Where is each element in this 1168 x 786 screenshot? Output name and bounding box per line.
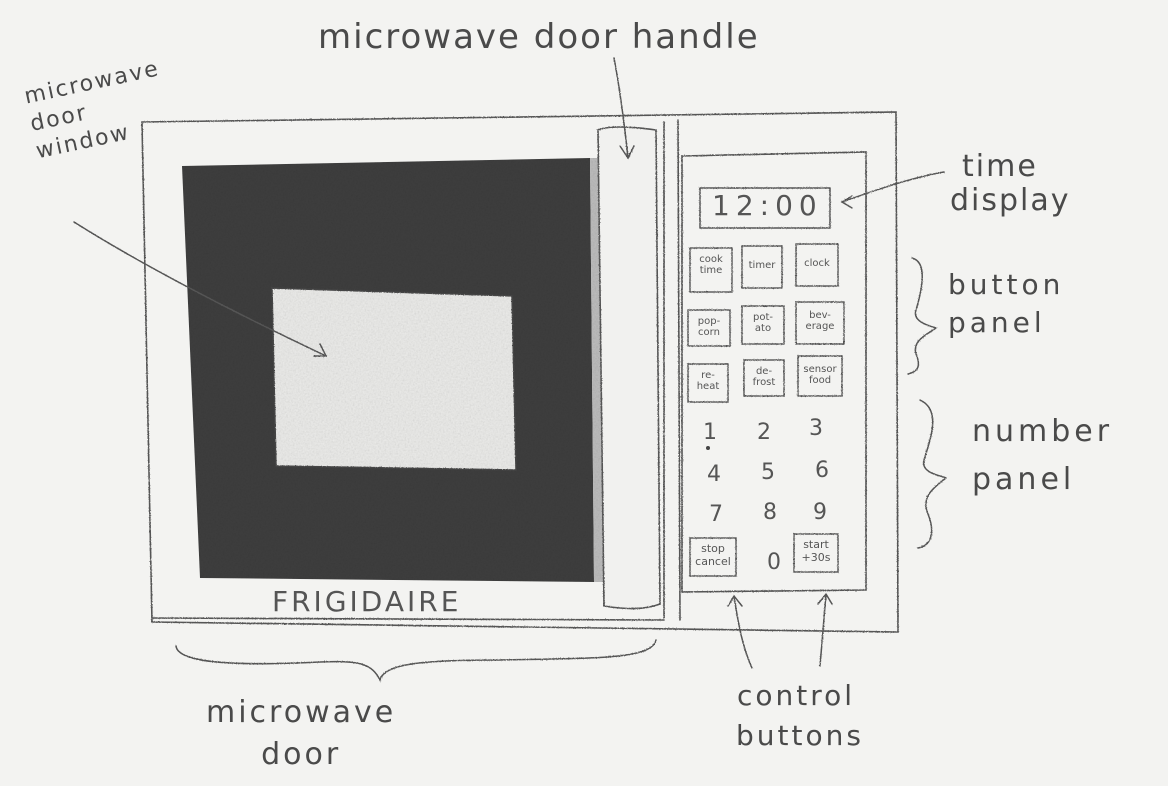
button-panel-label-line2: panel [948,306,1046,339]
handle-arrow [613,57,629,159]
button-panel-brace [907,257,938,375]
door-brace [175,639,657,683]
control-arrow-left [733,595,753,669]
popcorn-button[interactable]: pop- corn [688,316,730,338]
microwave-door-label: microwave door [206,692,396,776]
microwave-door-label-line2: door [261,737,342,772]
time-display-label: time display [950,150,1071,218]
sensor-food-label-1: sensor [803,364,837,375]
defrost-button[interactable]: de- frost [744,366,784,388]
timer-button[interactable]: timer [742,260,782,271]
number-key-0[interactable]: 0 [767,550,781,575]
number-key-2[interactable]: 2 [757,420,771,445]
microwave-body [141,111,899,633]
potato-button[interactable]: pot- ato [742,312,784,334]
microwave-door-label-line1: microwave [206,695,397,730]
popcorn-label-1: pop- [697,316,721,327]
control-buttons-label-line1: control [736,679,855,712]
reheat-button[interactable]: re- heat [688,370,728,392]
number-key-3[interactable]: 3 [809,416,823,441]
timer-label: timer [748,260,776,271]
start-button[interactable]: start +30s [794,538,838,564]
number-panel-label-line2: panel [972,462,1076,497]
popcorn-label-2: corn [698,327,720,338]
time-display-box [699,187,831,229]
clock-button[interactable]: clock [796,258,838,269]
door-handle-label: microwave door handle [318,17,760,57]
number-panel-brace [917,399,948,549]
control-buttons-label-line2: buttons [736,719,864,752]
button-panel-label-line1: button [948,268,1065,301]
control-buttons-label: control buttons [728,676,864,756]
reheat-label-1: re- [701,370,715,381]
beverage-label-2: erage [805,321,835,332]
sensor-food-button[interactable]: sensor food [798,364,842,386]
number-key-9[interactable]: 9 [813,500,827,525]
function-button-boxes [687,243,845,577]
number-key-4[interactable]: 4 [707,462,721,487]
number-panel-label-line1: number [972,414,1114,449]
potato-label-1: pot- [753,312,773,323]
sensor-food-label-2: food [808,375,832,386]
clock-label: clock [804,258,830,269]
stop-label-1: stop [701,542,725,555]
door-handle [597,126,661,610]
number-panel-label: number panel [972,408,1113,504]
brand-logo-text: FRIGIDAIRE [272,585,462,618]
time-display-label-line1: time [962,149,1038,184]
stop-label-2: cancel [695,555,731,568]
cook-time-label-1: cook [699,254,723,265]
door-window-shading [182,158,612,582]
start-label-1: start [803,538,829,551]
potato-label-2: ato [754,323,772,334]
control-panel-frame [681,151,867,593]
defrost-label-2: frost [752,377,776,388]
beverage-button[interactable]: bev- erage [796,310,844,332]
control-arrow-right [819,593,827,667]
display-arrow [841,171,945,203]
number-key-1[interactable]: 1 [703,420,717,445]
cook-time-button[interactable]: cook time [690,254,732,276]
number-key-5[interactable]: 5 [761,460,775,485]
number-key-8[interactable]: 8 [763,500,777,525]
beverage-label-1: bev- [809,310,831,321]
window-arrow [73,221,327,357]
button-panel-label: button panel [948,266,1064,342]
time-display-label-line2: display [950,183,1071,218]
number-key-6[interactable]: 6 [815,458,829,483]
time-display-readout: 12:00 [712,189,823,222]
number-key-7[interactable]: 7 [709,502,723,527]
cook-time-label-2: time [699,265,723,276]
stop-cancel-button[interactable]: stop cancel [690,542,736,568]
defrost-label-1: de- [755,366,773,377]
door-frame [151,617,665,621]
reheat-label-2: heat [696,381,720,392]
start-label-2: +30s [801,551,831,564]
